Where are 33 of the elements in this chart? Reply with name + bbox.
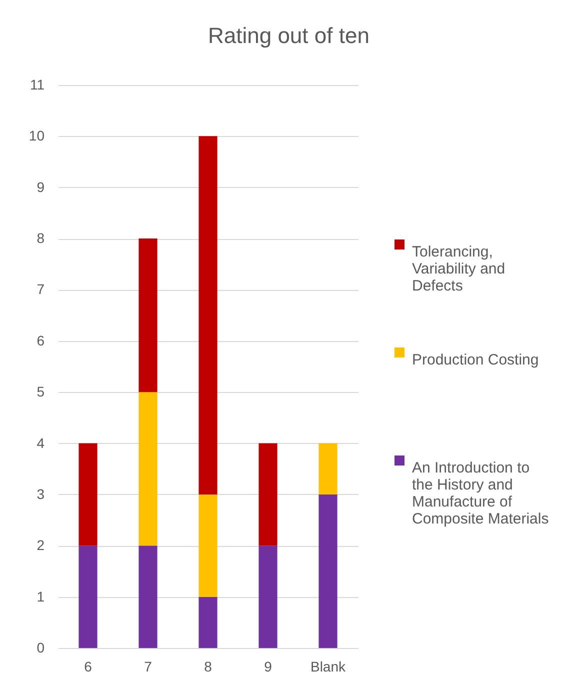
y-tick-label: 8 (36, 230, 45, 246)
bar (198, 494, 218, 597)
bar (78, 546, 98, 648)
y-tick-label: 4 (36, 434, 45, 451)
bar (258, 443, 278, 546)
x-tick-label: 9 (264, 658, 272, 674)
bar (78, 443, 98, 546)
bar (138, 238, 158, 392)
bar (198, 596, 218, 648)
y-tick-label: 3 (36, 486, 45, 502)
bar (258, 546, 278, 648)
x-tick-label: 8 (204, 658, 212, 674)
legend-label: An Introduction to the History and Manufacture of Composite Materials (412, 460, 549, 528)
chart-title: Rating out of ten (208, 23, 370, 48)
x-tick-label: Blank (310, 658, 347, 674)
y-tick-label: 10 (28, 128, 45, 144)
y-tick-label: 6 (36, 332, 45, 348)
y-tick-label: 7 (36, 281, 45, 298)
legend-label: Production Costing (412, 352, 539, 369)
bar (138, 546, 158, 648)
bar (198, 136, 218, 494)
bar (318, 494, 338, 648)
bar (138, 392, 158, 546)
x-tick-label: 7 (144, 658, 152, 674)
legend-label: Tolerancing, Variability and Defects (412, 244, 506, 295)
x-tick-label: 6 (84, 658, 92, 674)
y-tick-label: 11 (30, 76, 45, 92)
y-tick-label: 1 (36, 588, 45, 604)
y-tick-label: 5 (36, 384, 45, 400)
y-tick-label: 9 (36, 178, 45, 195)
y-tick-label: 2 (36, 537, 45, 554)
bar (318, 443, 338, 494)
y-tick-label: 0 (36, 640, 45, 656)
